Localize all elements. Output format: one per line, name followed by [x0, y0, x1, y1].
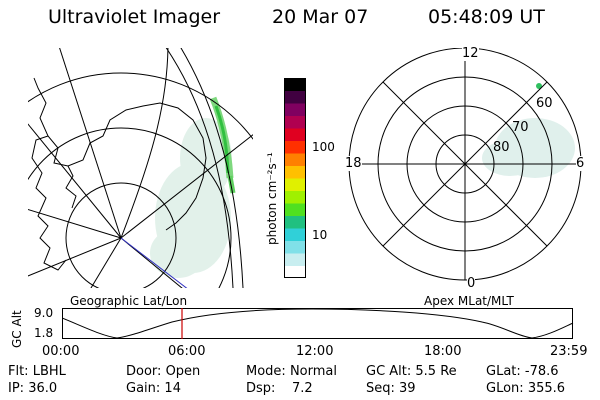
time-tick-1200: 12:00: [296, 344, 334, 359]
colorbar-band: [284, 103, 306, 116]
colorbar-band: [284, 128, 306, 141]
time-tick-2359: 23:59: [550, 344, 588, 359]
colorbar-tick-100: 100: [312, 140, 335, 154]
glon-label: GLon:: [486, 381, 524, 396]
date-label: 20 Mar 07: [272, 6, 369, 28]
gcalt-label: GC Alt:: [366, 364, 412, 379]
time-tick-0600: 06:00: [168, 344, 206, 359]
mlat-label-60: 60: [536, 96, 553, 111]
time-label: 05:48:09 UT: [428, 6, 545, 28]
colorbar-band: [284, 265, 306, 278]
mlat-label-80: 80: [493, 140, 510, 155]
seq-value: 39: [399, 381, 416, 396]
dsp-value: 7.2: [291, 381, 313, 396]
mlat-label-70: 70: [512, 120, 529, 135]
seq-label: Seq:: [366, 381, 395, 396]
mlt-label-12: 12: [462, 46, 479, 61]
lat-circle: [65, 182, 177, 288]
colorbar-band: [284, 115, 306, 129]
altitude-plot: [62, 308, 574, 339]
colorbar-band: [284, 190, 306, 204]
altitude-ylabel: GC Alt: [10, 310, 24, 348]
colorbar-tick-10: 10: [312, 228, 328, 242]
colorbar-band: [284, 78, 306, 91]
mlt-label-18: 18: [345, 156, 362, 171]
altitude-curve: [62, 308, 574, 339]
gcalt-value: 5.5 Re: [415, 364, 457, 379]
gain-value: 14: [164, 381, 181, 396]
colorbar-band: [284, 203, 306, 216]
gain-label: Gain:: [126, 381, 161, 396]
dsp-label: Dsp:: [246, 381, 276, 396]
colorbar-band: [284, 240, 306, 254]
colorbar-band: [284, 165, 306, 179]
apex-label: Apex MLat/MLT: [424, 294, 514, 308]
colorbar-band: [284, 140, 306, 154]
instrument-title: Ultraviolet Imager: [48, 6, 221, 28]
orbit-track: [120, 237, 188, 288]
colorbar-band: [284, 215, 306, 229]
altitude-ytick-min: 1.8: [34, 326, 54, 340]
geographic-label: Geographic Lat/Lon: [70, 294, 188, 308]
time-tick-1800: 18:00: [424, 344, 462, 359]
colorbar-label: photon cm⁻²s⁻¹: [265, 152, 279, 245]
altitude-ytick-max: 9.0: [34, 306, 54, 320]
flt-label: Flt:: [8, 364, 29, 379]
mlt-label-6: 6: [576, 156, 585, 171]
glon-value: 355.6: [527, 381, 566, 396]
aurora-diffuse: [150, 118, 232, 278]
flt-value: LBHL: [32, 364, 66, 379]
time-tick-0000: 00:00: [42, 344, 80, 359]
geographic-map: [28, 48, 253, 288]
lat-circle: [28, 127, 232, 288]
colorbar-band: [284, 253, 306, 266]
coastline: [31, 77, 207, 271]
colorbar-band: [284, 228, 306, 241]
colorbar-band: [284, 153, 306, 166]
ip-label: IP:: [8, 381, 25, 396]
polar-plot: [348, 48, 582, 281]
glat-label: GLat:: [486, 364, 521, 379]
mlt-label-0: 0: [467, 276, 476, 291]
colorbar: [284, 78, 306, 278]
aurora-diffuse: [482, 118, 575, 178]
door-label: Door:: [126, 364, 162, 379]
mode-value: Normal: [289, 364, 337, 379]
colorbar-band: [284, 90, 306, 104]
glat-value: -78.6: [524, 364, 559, 379]
colorbar-band: [284, 178, 306, 191]
door-value: Open: [165, 364, 201, 379]
ip-value: 36.0: [28, 381, 58, 396]
lat-circle: [28, 72, 253, 140]
mode-label: Mode:: [246, 364, 286, 379]
